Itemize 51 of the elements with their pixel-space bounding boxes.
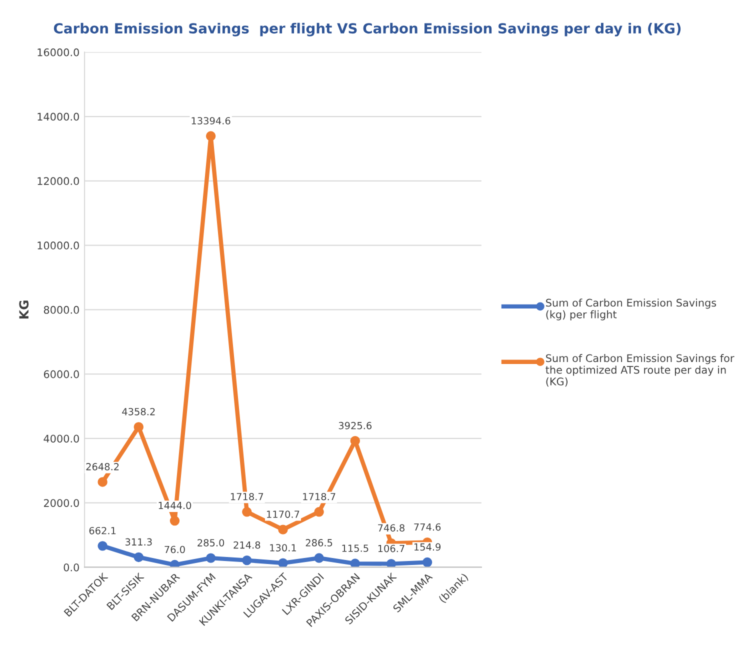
data-label: 76.0 bbox=[164, 546, 185, 554]
data-label: 662.1 bbox=[89, 526, 116, 534]
point bbox=[242, 555, 252, 566]
point bbox=[350, 558, 360, 568]
data-label: 214.8 bbox=[234, 541, 260, 549]
data-label: 3925.6 bbox=[338, 422, 372, 430]
point bbox=[242, 507, 252, 517]
data-label: 115.5 bbox=[342, 544, 368, 552]
y-tick-label: 6000.0 bbox=[44, 370, 79, 378]
point bbox=[206, 131, 216, 141]
point bbox=[98, 541, 108, 551]
point bbox=[206, 553, 216, 563]
point bbox=[314, 507, 324, 517]
legend-label: Sum of Carbon Emission Savings for the optimized ATS route per day in (KG) bbox=[546, 354, 734, 387]
data-label: 106.7 bbox=[378, 544, 404, 552]
y-tick-label: 12000.0 bbox=[38, 177, 79, 186]
legend-label: Sum of Carbon Emission Savings (kg) per flight bbox=[546, 298, 716, 320]
point bbox=[278, 558, 288, 568]
chart-title: Carbon Emission Savings per flight VS Carbon Emission Savings per day in (KG) bbox=[54, 22, 681, 36]
y-tick-label: 16000.0 bbox=[38, 48, 79, 56]
point bbox=[314, 553, 324, 563]
data-label: 1718.7 bbox=[230, 492, 264, 500]
point bbox=[170, 560, 180, 568]
y-axis-title: KG bbox=[19, 300, 29, 319]
data-label: 774.6 bbox=[414, 523, 441, 531]
y-tick-label: 14000.0 bbox=[38, 112, 79, 121]
data-label: 130.1 bbox=[270, 544, 296, 552]
point bbox=[134, 552, 144, 562]
point bbox=[134, 422, 144, 432]
point bbox=[422, 557, 432, 568]
data-label: 311.3 bbox=[125, 538, 152, 546]
y-tick-label: 8000.0 bbox=[44, 306, 79, 314]
y-tick-label: 4000.0 bbox=[44, 434, 79, 443]
point bbox=[350, 436, 360, 446]
point bbox=[170, 516, 180, 526]
data-label: 2648.2 bbox=[86, 463, 119, 470]
data-label: 286.5 bbox=[306, 539, 332, 546]
data-label: 285.0 bbox=[198, 539, 224, 546]
point bbox=[98, 477, 108, 487]
data-label: 4358.2 bbox=[122, 408, 155, 416]
y-tick-label: 10000.0 bbox=[38, 242, 79, 250]
point bbox=[278, 524, 288, 534]
data-label: 1444.0 bbox=[158, 502, 192, 510]
y-tick-label: 0.0 bbox=[64, 563, 79, 572]
point bbox=[386, 558, 396, 568]
data-label: 154.9 bbox=[414, 543, 441, 551]
data-label: 1170.7 bbox=[267, 510, 300, 518]
data-label: 1718.7 bbox=[303, 492, 336, 500]
y-tick-label: 2000.0 bbox=[44, 499, 79, 507]
data-label: 746.8 bbox=[378, 524, 404, 532]
data-label: 13394.6 bbox=[192, 117, 230, 124]
